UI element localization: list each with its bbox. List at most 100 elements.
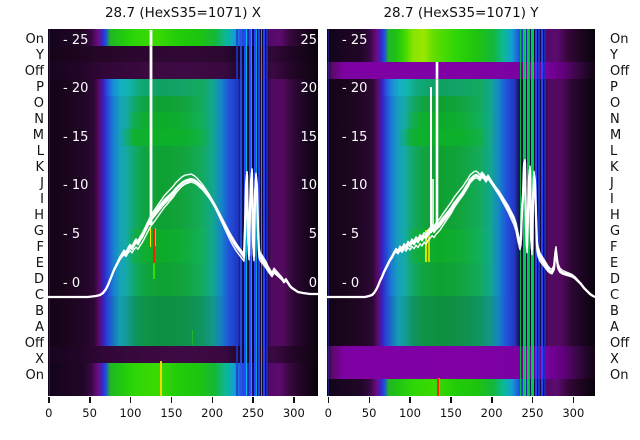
row-label-right-h-11: H — [610, 208, 620, 223]
row-label-left-on-21: On — [25, 368, 44, 383]
heatmap-panel-x: - 25 25 - 20 20 - 15 15 - 10 10 - 5 5 - 0 0 — [48, 29, 318, 396]
streak-line-10 — [541, 29, 543, 396]
inner-scale-label-5: - 5 — [342, 226, 360, 242]
inner-scale-label-25: - 25 — [342, 32, 368, 48]
marker-line-3 — [437, 378, 439, 396]
row-label-left-a-18: A — [35, 320, 44, 335]
row-label-right-y-1: Y — [610, 48, 618, 63]
x-tick-label-300: 300 — [562, 406, 585, 420]
streak-line-10 — [261, 29, 262, 396]
marker-line-1 — [155, 228, 156, 246]
streak-line-1 — [236, 29, 238, 396]
x-tick-0 — [327, 397, 330, 403]
row-label-right-off-2: Off — [610, 64, 630, 79]
row-label-right-b-17: B — [610, 304, 619, 319]
row-label-left-n-5: N — [34, 112, 44, 127]
streak-line-9 — [258, 29, 260, 396]
x-tick-label-0: 0 — [45, 406, 53, 420]
row-label-right-m-6: M — [610, 128, 622, 143]
row-label-right-off-19: Off — [610, 336, 630, 351]
row-label-right-g-12: G — [610, 224, 621, 239]
profile-curve-left — [48, 30, 318, 299]
row-label-right-x-20: X — [610, 352, 619, 367]
x-tick-label-150: 150 — [439, 406, 462, 420]
inner-scale-label-10: - 10 — [63, 178, 89, 194]
row-label-right-n-5: N — [610, 112, 620, 127]
x-tick-label-250: 250 — [241, 406, 264, 420]
row-label-right-l-7: L — [610, 144, 618, 159]
x-tick-label-300: 300 — [282, 406, 305, 420]
x-tick-50 — [89, 397, 91, 403]
row-label-left-b-17: B — [35, 304, 44, 319]
heatmap-row-b-17 — [48, 312, 318, 330]
heatmap-row-on-21 — [48, 379, 318, 396]
inner-scale-right-label-5: 5 — [308, 226, 317, 242]
row-label-right-j-9: J — [610, 176, 614, 191]
row-label-right-on-0: On — [610, 32, 629, 47]
inner-scale-label-15: - 15 — [63, 129, 89, 145]
row-label-left-l-7: L — [36, 144, 44, 159]
heatmap-row-c-16 — [48, 295, 318, 314]
streak-line-11 — [263, 29, 265, 396]
row-label-left-d-15: D — [33, 272, 44, 287]
row-label-left-on-0: On — [25, 32, 44, 47]
marker-line-0 — [150, 228, 151, 247]
row-label-left-j-9: J — [40, 176, 44, 191]
row-label-right-i-10: I — [610, 192, 614, 207]
row-label-left-p-3: P — [36, 80, 44, 95]
row-label-left-g-12: G — [33, 224, 44, 239]
marker-line-5 — [192, 330, 193, 345]
streak-line-5 — [529, 29, 530, 396]
row-label-right-on-21: On — [610, 368, 629, 383]
streak-line-12 — [266, 29, 268, 396]
row-label-left-k-8: K — [35, 160, 44, 175]
row-label-left-off-19: Off — [24, 336, 44, 351]
x-tick-label-200: 200 — [480, 406, 503, 420]
marker-line-2 — [438, 378, 440, 396]
row-label-right-c-16: C — [610, 288, 620, 303]
x-tick-label-150: 150 — [160, 406, 183, 420]
heatmap-row-m-6 — [48, 129, 318, 147]
x-tick-300 — [572, 397, 575, 403]
row-label-left-x-20: X — [35, 352, 44, 367]
x-tick-label-50: 50 — [361, 406, 377, 420]
heatmap-row-off-19 — [48, 345, 318, 364]
row-label-left-i-10: I — [40, 192, 44, 207]
inner-scale-right-label-10: 10 — [300, 178, 317, 194]
heatmap-row-x-20 — [48, 362, 318, 380]
x-tick-0 — [48, 397, 50, 403]
inner-scale-right-label-25: 25 — [300, 32, 317, 48]
streak-line-1 — [520, 29, 521, 396]
row-label-left-off-2: Off — [24, 64, 44, 79]
inner-scale-label-10: - 10 — [342, 178, 368, 194]
x-tick-label-50: 50 — [82, 406, 97, 420]
row-label-left-f-13: F — [36, 240, 44, 255]
marker-line-0 — [425, 230, 427, 262]
marker-line-2 — [152, 229, 155, 263]
row-label-left-m-6: M — [32, 128, 44, 143]
row-label-right-e-14: E — [610, 256, 619, 271]
x-tick-label-0: 0 — [324, 406, 332, 420]
heatmap-row-k-8 — [48, 162, 318, 180]
marker-line-3 — [152, 263, 155, 279]
row-label-right-a-18: A — [610, 320, 619, 335]
x-tick-250 — [531, 397, 534, 403]
inner-scale-label-5: - 5 — [63, 226, 81, 242]
heatmap-row-n-5 — [48, 112, 318, 130]
heatmap-panel-y: - 25 - 20 - 15 - 10 - 5 - 0 — [327, 29, 595, 396]
x-tick-label-250: 250 — [521, 406, 544, 420]
inner-scale-right-label-15: 15 — [300, 129, 317, 145]
inner-scale-right-label-0: 0 — [308, 275, 317, 291]
inner-scale-label-15: - 15 — [342, 129, 368, 145]
profile-curve-right — [327, 62, 595, 299]
left-panel-title: 28.7 (HexS35=1071) X — [104, 5, 262, 21]
heatmap-row-y-1 — [48, 45, 318, 63]
row-label-right-o-4: O — [610, 96, 621, 111]
x-tick-100 — [129, 397, 132, 403]
row-label-right-p-3: P — [610, 80, 618, 95]
streak-line-2 — [523, 29, 525, 396]
x-tick-250 — [252, 397, 254, 403]
streak-line-11 — [544, 29, 546, 396]
x-tick-200 — [211, 397, 214, 403]
